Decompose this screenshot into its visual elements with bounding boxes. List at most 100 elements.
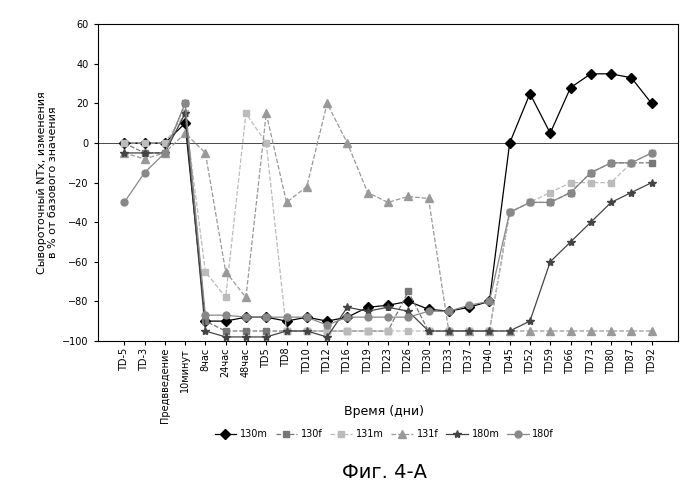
130m <box>485 299 493 304</box>
130f <box>181 101 189 107</box>
Text: Время (дни): Время (дни) <box>345 405 424 418</box>
180f <box>607 160 615 166</box>
131m <box>485 328 493 334</box>
131m <box>445 328 453 334</box>
180m <box>161 150 169 156</box>
180f <box>546 200 554 206</box>
131f <box>181 130 189 136</box>
131m <box>262 140 271 146</box>
130m <box>181 120 189 126</box>
131m <box>424 328 433 334</box>
131f <box>323 101 331 107</box>
180f <box>465 302 473 308</box>
180m <box>363 308 372 314</box>
130f <box>201 318 210 324</box>
130f <box>566 189 575 195</box>
130f <box>404 288 412 294</box>
131f <box>201 150 210 156</box>
131f <box>586 328 595 334</box>
180m <box>546 259 554 265</box>
180m <box>404 308 412 314</box>
180m <box>242 334 250 340</box>
180f <box>181 101 189 107</box>
180m <box>201 328 210 334</box>
180m <box>323 334 331 340</box>
130m <box>343 314 352 320</box>
130f <box>120 140 129 146</box>
131f <box>384 200 392 206</box>
130m <box>363 304 372 310</box>
130f <box>303 328 311 334</box>
131m <box>627 160 635 166</box>
130f <box>384 328 392 334</box>
131f <box>607 328 615 334</box>
180m <box>424 328 433 334</box>
131f <box>120 150 129 156</box>
131f <box>445 328 453 334</box>
130m <box>546 130 554 136</box>
180m <box>586 219 595 225</box>
180f <box>404 314 412 320</box>
180m <box>343 304 352 310</box>
130m <box>222 318 230 324</box>
Line: 130m: 130m <box>121 70 655 325</box>
130m <box>607 71 615 77</box>
180f <box>363 314 372 320</box>
130m <box>505 140 514 146</box>
180f <box>424 308 433 314</box>
Line: 131m: 131m <box>122 111 654 334</box>
130f <box>445 328 453 334</box>
131m <box>343 328 352 334</box>
130m <box>161 140 169 146</box>
130f <box>222 328 230 334</box>
130m <box>627 75 635 81</box>
131m <box>282 328 291 334</box>
130f <box>363 328 372 334</box>
131f <box>485 328 493 334</box>
180m <box>303 328 311 334</box>
130m <box>566 85 575 91</box>
180m <box>627 189 635 195</box>
180f <box>303 314 311 320</box>
131m <box>222 295 230 300</box>
Y-axis label: Сывороточный NTx, изменения
в % от базового значения: Сывороточный NTx, изменения в % от базов… <box>36 91 58 274</box>
Line: 130f: 130f <box>122 101 654 334</box>
180f <box>384 314 392 320</box>
131m <box>161 140 169 146</box>
180f <box>647 150 656 156</box>
131f <box>161 150 169 156</box>
131f <box>647 328 656 334</box>
180m <box>566 239 575 245</box>
180f <box>161 150 169 156</box>
130f <box>282 328 291 334</box>
Line: 131f: 131f <box>120 99 656 335</box>
180f <box>242 314 250 320</box>
131m <box>647 150 656 156</box>
131m <box>323 328 331 334</box>
131f <box>222 269 230 275</box>
130f <box>242 328 250 334</box>
131m <box>242 111 250 116</box>
131m <box>363 328 372 334</box>
180f <box>343 314 352 320</box>
131f <box>404 193 412 199</box>
180f <box>505 209 514 215</box>
130f <box>505 209 514 215</box>
180f <box>140 170 149 176</box>
130m <box>120 140 129 146</box>
130f <box>161 150 169 156</box>
130m <box>140 140 149 146</box>
180f <box>526 200 534 206</box>
180m <box>526 318 534 324</box>
131m <box>546 189 554 195</box>
131f <box>242 295 250 300</box>
130f <box>323 328 331 334</box>
130m <box>647 101 656 107</box>
Line: 180m: 180m <box>120 109 656 341</box>
130m <box>282 318 291 324</box>
131m <box>120 140 129 146</box>
131m <box>303 328 311 334</box>
130m <box>424 306 433 312</box>
130f <box>465 328 473 334</box>
180f <box>627 160 635 166</box>
